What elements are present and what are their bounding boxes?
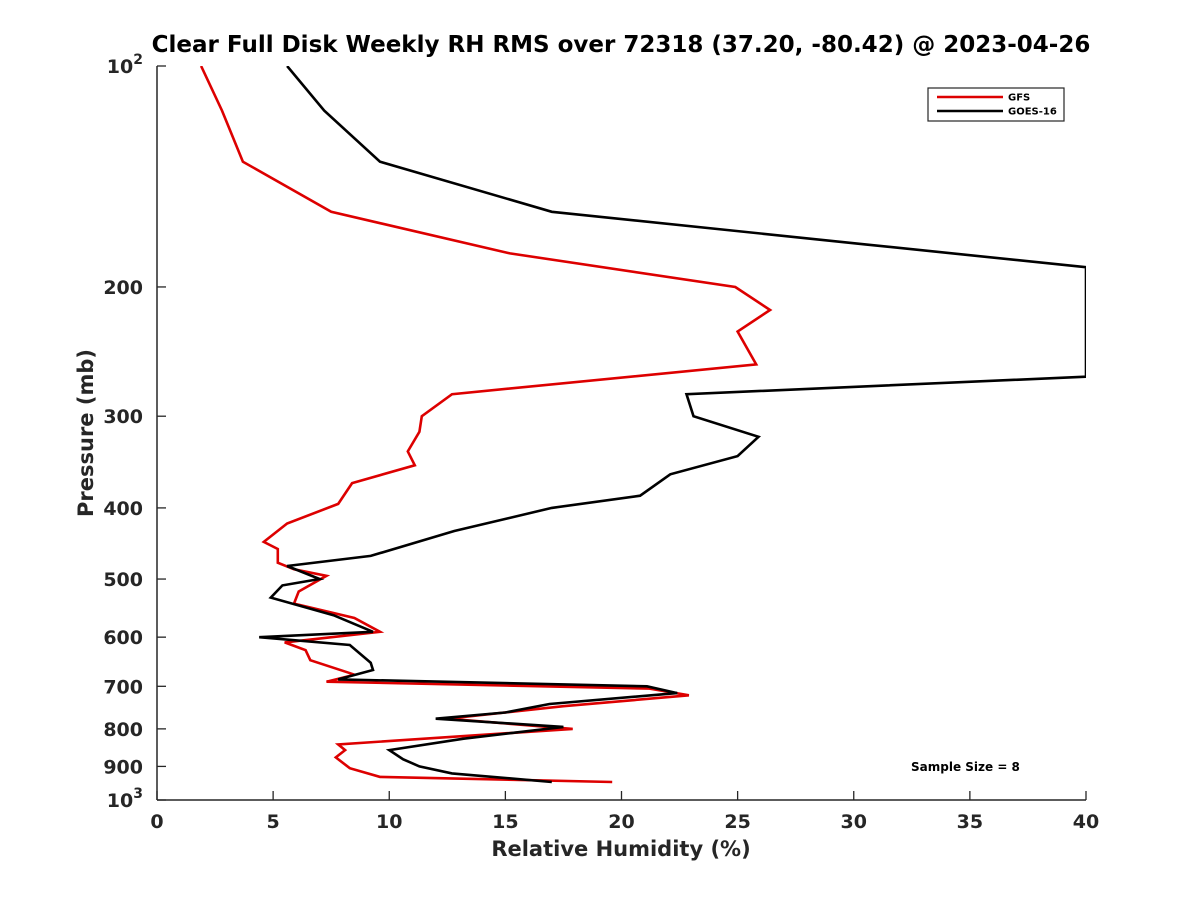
legend-box — [927, 87, 1065, 122]
series-layer — [199, 66, 1086, 784]
y-tick-label: 200 — [103, 277, 143, 299]
y-tick-label: 102 — [107, 52, 143, 78]
x-axis-label: Relative Humidity (%) — [491, 837, 750, 861]
y-tick-label: 600 — [103, 627, 143, 649]
series-line-goes16 — [259, 66, 1086, 784]
x-tick-label: 15 — [492, 811, 518, 833]
y-axis-label: Pressure (mb) — [74, 349, 98, 517]
sample-size-annotation: Sample Size = 8 — [911, 760, 1020, 774]
y-tick-label: 900 — [103, 756, 143, 778]
x-tick-label: 40 — [1073, 811, 1099, 833]
y-tick-label: 800 — [103, 719, 143, 741]
x-tick-label: 10 — [376, 811, 402, 833]
chart-title: Clear Full Disk Weekly RH RMS over 72318… — [151, 32, 1091, 58]
y-tick-label: 300 — [103, 406, 143, 428]
x-tick-label: 0 — [150, 811, 163, 833]
y-tick-label: 500 — [103, 569, 143, 591]
x-tick-label: 35 — [957, 811, 983, 833]
x-tick-label: 20 — [608, 811, 634, 833]
series-line-gfs — [199, 66, 773, 784]
y-tick-label: 400 — [103, 498, 143, 520]
axes-layer: 0 5 10 15 20 25 30 35 40 102 200 300 400 500 600 700 800… — [103, 52, 1099, 833]
legend-label-goes16: GOES-16 — [1008, 107, 1057, 118]
y-tick-label: 103 — [107, 786, 143, 812]
legend-label-gfs: GFS — [1008, 93, 1030, 104]
x-tick-label: 25 — [724, 811, 750, 833]
legend: GFS GOES-16 — [927, 87, 1065, 122]
x-tick-label: 5 — [267, 811, 280, 833]
x-tick-label: 30 — [841, 811, 867, 833]
y-tick-label: 700 — [103, 676, 143, 698]
